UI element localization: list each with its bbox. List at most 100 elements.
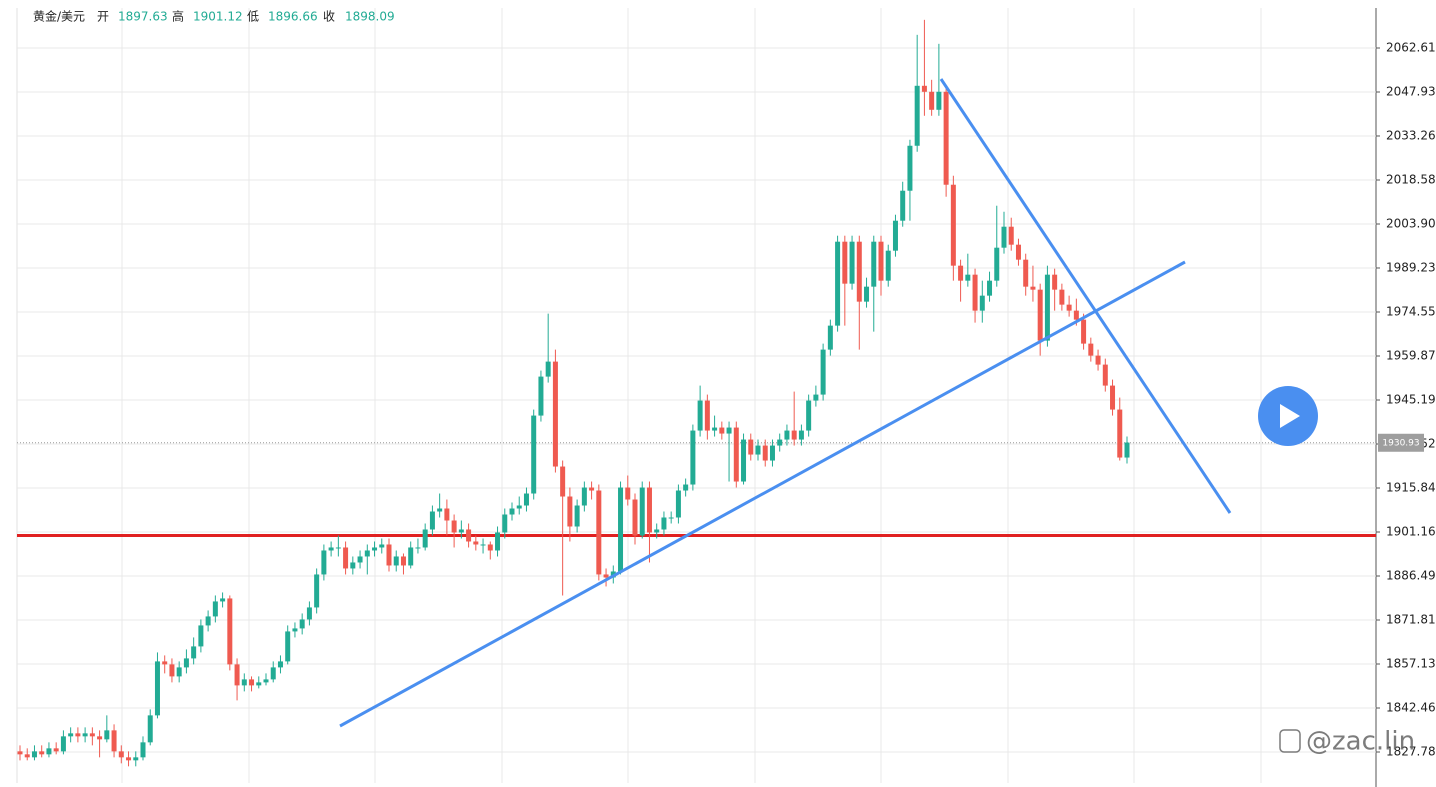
candle-body — [748, 439, 754, 455]
candle-body — [183, 658, 189, 668]
candle-body — [661, 517, 667, 530]
candle-body — [97, 736, 103, 740]
high-label: 高 — [172, 9, 184, 24]
candle-body — [292, 628, 298, 632]
candle-body — [1023, 259, 1029, 287]
candle-body — [1030, 286, 1036, 290]
candle-body — [545, 361, 551, 377]
candle-body — [777, 439, 783, 446]
y-tick-label: 1857.13 — [1386, 657, 1436, 671]
candle-body — [205, 616, 211, 626]
low-label: 低 — [247, 10, 259, 24]
play-button[interactable] — [1258, 386, 1318, 446]
candle-body — [400, 556, 406, 566]
candle-body — [979, 295, 985, 311]
candle-body — [871, 241, 877, 287]
candle-body — [176, 667, 182, 677]
candle-body — [581, 487, 587, 506]
candle-body — [60, 736, 66, 752]
candle-body — [133, 757, 139, 761]
candle-body — [227, 598, 233, 665]
candle-body — [1059, 289, 1065, 305]
candle-body — [958, 265, 964, 281]
candle-body — [31, 751, 37, 758]
candle-body — [907, 145, 913, 191]
candle-body — [929, 91, 935, 110]
candle-body — [791, 430, 797, 440]
candle-body — [531, 415, 537, 494]
watermark: @zac.lin — [1279, 727, 1415, 757]
high-value: 1901.12 — [193, 10, 243, 24]
candle-body — [1052, 274, 1058, 290]
candle-body — [668, 517, 674, 519]
candle-body — [39, 751, 45, 755]
candle-body — [82, 733, 88, 737]
candle-body — [675, 490, 681, 518]
candle-body — [965, 274, 971, 281]
open-value: 1897.63 — [118, 10, 168, 24]
candle-body — [596, 490, 602, 575]
candle-body — [314, 574, 320, 608]
candle-body — [516, 505, 522, 509]
candle-body — [321, 550, 327, 575]
y-tick-label: 1974.55 — [1386, 304, 1436, 318]
candle-body — [813, 394, 819, 401]
close-value: 1898.09 — [345, 10, 395, 24]
candle-body — [1081, 319, 1087, 344]
candle-body — [263, 679, 269, 683]
candle-body — [53, 748, 59, 752]
candle-body — [827, 325, 833, 350]
candle-body — [733, 427, 739, 482]
candle-body — [741, 439, 747, 482]
candle-body — [755, 445, 761, 455]
candle-body — [24, 754, 30, 758]
watermark-logo — [1279, 729, 1301, 753]
y-tick-label: 1827.78 — [1386, 745, 1436, 759]
candle-body — [379, 544, 385, 548]
candle-body — [704, 400, 710, 431]
candle-body — [191, 646, 197, 659]
candle-body — [285, 631, 291, 662]
candle-body — [458, 529, 464, 533]
candle-body — [422, 529, 428, 548]
candle-body — [241, 679, 247, 686]
candle-body — [921, 85, 927, 92]
candle-body — [480, 544, 486, 546]
candle-body — [162, 661, 168, 665]
candle-body — [111, 730, 117, 752]
candle-body — [798, 430, 804, 440]
candle-body — [335, 547, 341, 549]
candle-body — [364, 550, 370, 557]
candle-body — [104, 730, 110, 740]
candle-body — [835, 241, 841, 326]
candle-body — [625, 487, 631, 500]
y-tick-label: 1959.87 — [1386, 349, 1436, 363]
y-tick-label: 2062.61 — [1386, 40, 1436, 54]
play-icon[interactable] — [1280, 404, 1300, 428]
candle-body — [270, 667, 276, 680]
candle-body — [46, 748, 52, 755]
candle-body — [495, 532, 501, 551]
candle-body — [1117, 409, 1123, 458]
candle-body — [451, 520, 457, 533]
candle-body — [914, 85, 920, 146]
close-label: 收 — [323, 10, 335, 24]
candle-body — [154, 661, 160, 716]
symbol: 黄金/美元 — [33, 9, 85, 24]
candle-body — [950, 184, 956, 266]
candle-body — [726, 427, 732, 434]
candle-body — [249, 679, 255, 686]
candle-body — [1066, 304, 1072, 311]
candle-body — [372, 547, 378, 551]
candle-body — [842, 241, 848, 284]
candle-body — [690, 430, 696, 485]
trend-line-up — [339, 260, 1186, 728]
candle-body — [806, 400, 812, 431]
candle-body — [299, 619, 305, 629]
candle-body — [220, 598, 226, 602]
candle-body — [762, 445, 768, 461]
candle-body — [1124, 442, 1130, 458]
candle-body — [538, 376, 544, 416]
candle-body — [820, 349, 826, 395]
